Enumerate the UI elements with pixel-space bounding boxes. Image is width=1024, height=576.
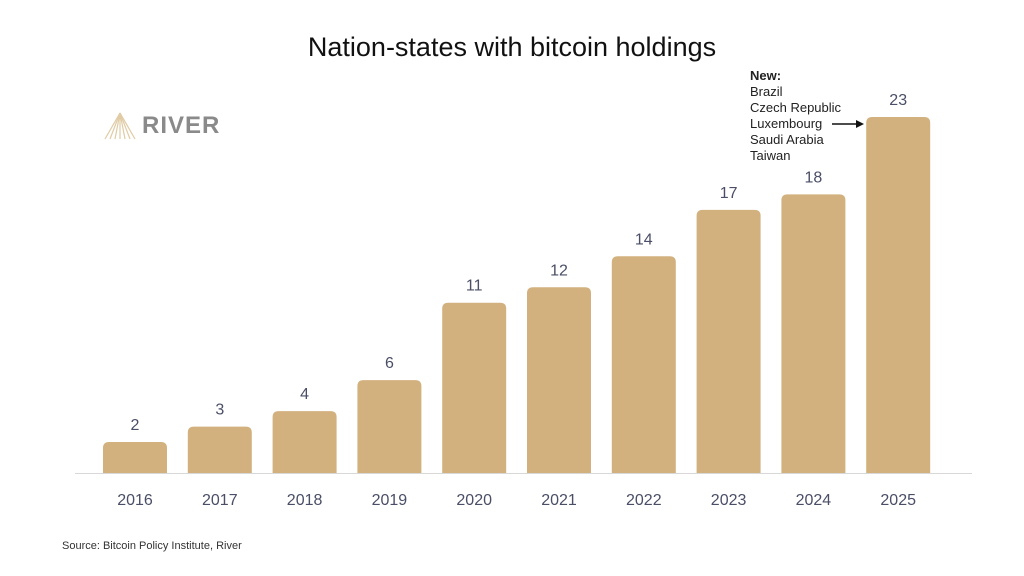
- annotation-item: Saudi Arabia: [750, 132, 824, 147]
- bar-2017: [187, 426, 252, 473]
- x-tick-label: 2022: [626, 492, 662, 509]
- x-tick-label: 2021: [541, 492, 577, 509]
- bar-2025: [866, 117, 931, 473]
- annotation-item: Luxembourg: [750, 116, 823, 131]
- bar-2024: [781, 194, 846, 474]
- data-label: 23: [889, 92, 907, 109]
- source-note: Source: Bitcoin Policy Institute, River: [62, 540, 242, 552]
- chart-title: Nation-states with bitcoin holdings: [307, 32, 717, 62]
- data-label: 2: [131, 417, 140, 434]
- bar-2023: [696, 209, 761, 473]
- data-label: 14: [635, 231, 653, 248]
- annotation-item: Czech Republic: [750, 100, 842, 115]
- data-label: 4: [300, 386, 309, 403]
- arrow-head-icon: [856, 120, 864, 128]
- x-tick-label: 2018: [287, 492, 323, 509]
- river-mountain-icon: [104, 112, 136, 140]
- bar-2020: [442, 302, 507, 473]
- x-tick-label: 2020: [456, 492, 492, 509]
- bar-2016: [103, 442, 167, 473]
- data-label: 6: [385, 355, 394, 372]
- data-label: 11: [466, 278, 483, 295]
- logo-text: RIVER: [142, 112, 221, 139]
- data-label: 12: [550, 262, 568, 279]
- annotation-item: Brazil: [750, 84, 783, 99]
- bar-2019: [357, 380, 422, 473]
- annotation-heading: New:: [750, 68, 782, 83]
- bar-2021: [527, 287, 591, 473]
- data-label: 3: [215, 402, 224, 419]
- annotation-item: Taiwan: [750, 148, 791, 163]
- x-tick-label: 2025: [880, 492, 916, 509]
- data-label: 18: [805, 169, 823, 186]
- x-tick-label: 2017: [202, 492, 238, 509]
- x-tick-label: 2024: [796, 492, 832, 509]
- annotation: New: Brazil Czech Republic Luxembourg Sa…: [750, 68, 841, 164]
- x-tick-label: 2016: [117, 492, 153, 509]
- bar-2022: [611, 256, 676, 473]
- x-tick-label: 2019: [372, 492, 408, 509]
- data-label: 17: [720, 185, 738, 202]
- x-tick-label: 2023: [711, 492, 747, 509]
- river-logo: RIVER: [104, 112, 220, 140]
- bar-2018: [272, 411, 337, 473]
